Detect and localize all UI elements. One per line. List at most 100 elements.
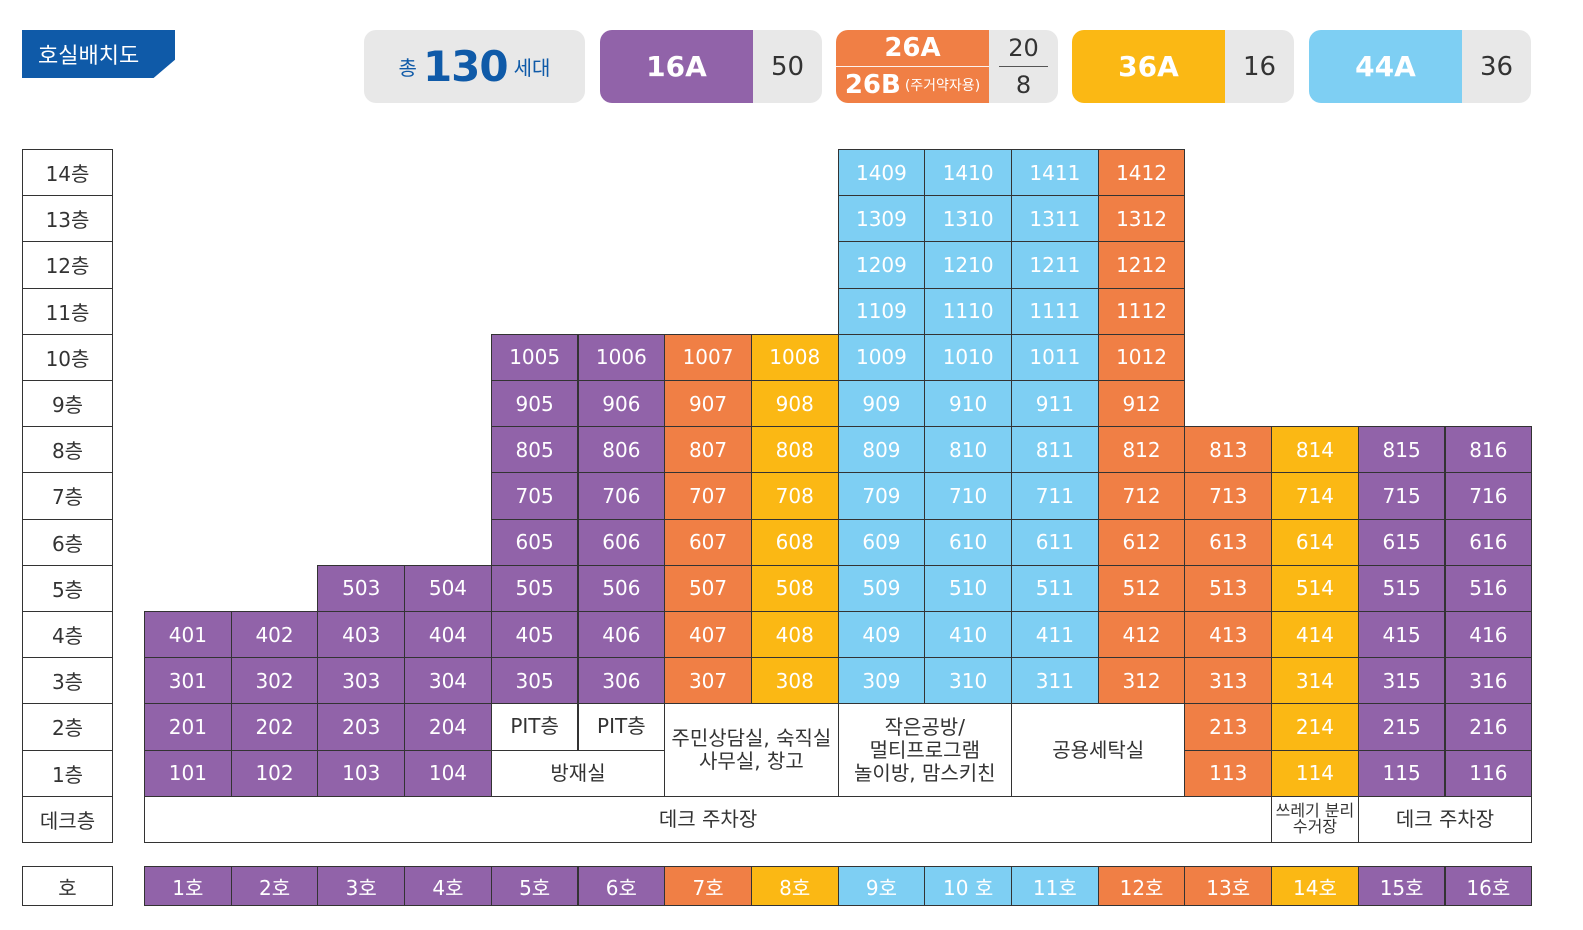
unit-cell[interactable]: 1110 bbox=[924, 287, 1012, 335]
unit-cell[interactable]: 504 bbox=[404, 564, 492, 612]
unit-cell[interactable]: 705 bbox=[490, 472, 579, 520]
unit-cell[interactable]: 1008 bbox=[750, 333, 839, 381]
unit-cell[interactable]: 114 bbox=[1271, 749, 1359, 797]
unit-cell[interactable]: 611 bbox=[1011, 518, 1099, 566]
unit-cell[interactable]: 409 bbox=[837, 611, 926, 659]
unit-cell[interactable]: 515 bbox=[1357, 564, 1446, 612]
unit-cell[interactable]: 203 bbox=[317, 703, 406, 751]
unit-cell[interactable]: 315 bbox=[1357, 657, 1446, 705]
unit-cell[interactable]: 309 bbox=[837, 657, 926, 705]
unit-cell[interactable]: 711 bbox=[1011, 472, 1099, 520]
unit-cell[interactable]: 516 bbox=[1444, 564, 1533, 612]
unit-cell[interactable]: 202 bbox=[230, 703, 319, 751]
unit-cell[interactable]: 808 bbox=[750, 426, 839, 474]
unit-cell[interactable]: 1009 bbox=[837, 333, 926, 381]
unit-cell[interactable]: 414 bbox=[1271, 611, 1359, 659]
unit-cell[interactable]: 710 bbox=[924, 472, 1012, 520]
unit-cell[interactable]: 415 bbox=[1357, 611, 1446, 659]
unit-cell[interactable]: 412 bbox=[1097, 611, 1186, 659]
unit-cell[interactable]: 505 bbox=[490, 564, 579, 612]
unit-cell[interactable]: 716 bbox=[1444, 472, 1533, 520]
unit-cell[interactable]: 712 bbox=[1097, 472, 1186, 520]
unit-cell[interactable]: 509 bbox=[837, 564, 926, 612]
unit-cell[interactable]: 1410 bbox=[924, 149, 1012, 197]
unit-cell[interactable]: 908 bbox=[750, 380, 839, 428]
unit-cell[interactable]: 809 bbox=[837, 426, 926, 474]
unit-cell[interactable]: 506 bbox=[577, 564, 666, 612]
unit-cell[interactable]: 201 bbox=[144, 703, 232, 751]
unit-cell[interactable]: 1211 bbox=[1011, 241, 1099, 289]
unit-cell[interactable]: 1109 bbox=[837, 287, 926, 335]
unit-cell[interactable]: 402 bbox=[230, 611, 319, 659]
unit-cell[interactable]: 1212 bbox=[1097, 241, 1186, 289]
unit-cell[interactable]: 1011 bbox=[1011, 333, 1099, 381]
unit-cell[interactable]: 610 bbox=[924, 518, 1012, 566]
unit-cell[interactable]: 411 bbox=[1011, 611, 1099, 659]
unit-cell[interactable]: 113 bbox=[1184, 749, 1273, 797]
unit-cell[interactable]: 404 bbox=[404, 611, 492, 659]
unit-cell[interactable]: 410 bbox=[924, 611, 1012, 659]
unit-cell[interactable]: 811 bbox=[1011, 426, 1099, 474]
unit-cell[interactable]: 606 bbox=[577, 518, 666, 566]
unit-cell[interactable]: 213 bbox=[1184, 703, 1273, 751]
unit-cell[interactable]: 508 bbox=[750, 564, 839, 612]
unit-cell[interactable]: 1007 bbox=[664, 333, 752, 381]
unit-cell[interactable]: 1412 bbox=[1097, 149, 1186, 197]
unit-cell[interactable]: 116 bbox=[1444, 749, 1533, 797]
unit-cell[interactable]: 616 bbox=[1444, 518, 1533, 566]
unit-cell[interactable]: 907 bbox=[664, 380, 752, 428]
unit-cell[interactable]: 1411 bbox=[1011, 149, 1099, 197]
unit-cell[interactable]: 215 bbox=[1357, 703, 1446, 751]
unit-cell[interactable]: 1012 bbox=[1097, 333, 1186, 381]
unit-cell[interactable]: 608 bbox=[750, 518, 839, 566]
unit-cell[interactable]: 405 bbox=[490, 611, 579, 659]
unit-cell[interactable]: 1209 bbox=[837, 241, 926, 289]
unit-cell[interactable]: 1112 bbox=[1097, 287, 1186, 335]
unit-cell[interactable]: 814 bbox=[1271, 426, 1359, 474]
unit-cell[interactable]: 706 bbox=[577, 472, 666, 520]
unit-cell[interactable]: 813 bbox=[1184, 426, 1273, 474]
unit-cell[interactable]: 713 bbox=[1184, 472, 1273, 520]
unit-cell[interactable]: 812 bbox=[1097, 426, 1186, 474]
unit-cell[interactable]: 214 bbox=[1271, 703, 1359, 751]
unit-cell[interactable]: 612 bbox=[1097, 518, 1186, 566]
unit-cell[interactable]: 303 bbox=[317, 657, 406, 705]
unit-cell[interactable]: 406 bbox=[577, 611, 666, 659]
unit-cell[interactable]: 613 bbox=[1184, 518, 1273, 566]
unit-cell[interactable]: 302 bbox=[230, 657, 319, 705]
unit-cell[interactable]: 115 bbox=[1357, 749, 1446, 797]
unit-cell[interactable]: 707 bbox=[664, 472, 752, 520]
unit-cell[interactable]: 304 bbox=[404, 657, 492, 705]
unit-cell[interactable]: 1111 bbox=[1011, 287, 1099, 335]
unit-cell[interactable]: 307 bbox=[664, 657, 752, 705]
unit-cell[interactable]: 906 bbox=[577, 380, 666, 428]
unit-cell[interactable]: 714 bbox=[1271, 472, 1359, 520]
unit-cell[interactable]: 513 bbox=[1184, 564, 1273, 612]
unit-cell[interactable]: 910 bbox=[924, 380, 1012, 428]
unit-cell[interactable]: 311 bbox=[1011, 657, 1099, 705]
unit-cell[interactable]: 204 bbox=[404, 703, 492, 751]
unit-cell[interactable]: 816 bbox=[1444, 426, 1533, 474]
unit-cell[interactable]: 1312 bbox=[1097, 195, 1186, 243]
unit-cell[interactable]: 909 bbox=[837, 380, 926, 428]
unit-cell[interactable]: 314 bbox=[1271, 657, 1359, 705]
unit-cell[interactable]: 503 bbox=[317, 564, 406, 612]
unit-cell[interactable]: 103 bbox=[317, 749, 406, 797]
unit-cell[interactable]: 614 bbox=[1271, 518, 1359, 566]
unit-cell[interactable]: 1309 bbox=[837, 195, 926, 243]
unit-cell[interactable]: 615 bbox=[1357, 518, 1446, 566]
unit-cell[interactable]: 805 bbox=[490, 426, 579, 474]
unit-cell[interactable]: 313 bbox=[1184, 657, 1273, 705]
unit-cell[interactable]: 512 bbox=[1097, 564, 1186, 612]
unit-cell[interactable]: 905 bbox=[490, 380, 579, 428]
unit-cell[interactable]: 216 bbox=[1444, 703, 1533, 751]
unit-cell[interactable]: 301 bbox=[144, 657, 232, 705]
unit-cell[interactable]: 607 bbox=[664, 518, 752, 566]
unit-cell[interactable]: 308 bbox=[750, 657, 839, 705]
unit-cell[interactable]: 401 bbox=[144, 611, 232, 659]
unit-cell[interactable]: 407 bbox=[664, 611, 752, 659]
unit-cell[interactable]: 507 bbox=[664, 564, 752, 612]
unit-cell[interactable]: 605 bbox=[490, 518, 579, 566]
unit-cell[interactable]: 305 bbox=[490, 657, 579, 705]
unit-cell[interactable]: 416 bbox=[1444, 611, 1533, 659]
